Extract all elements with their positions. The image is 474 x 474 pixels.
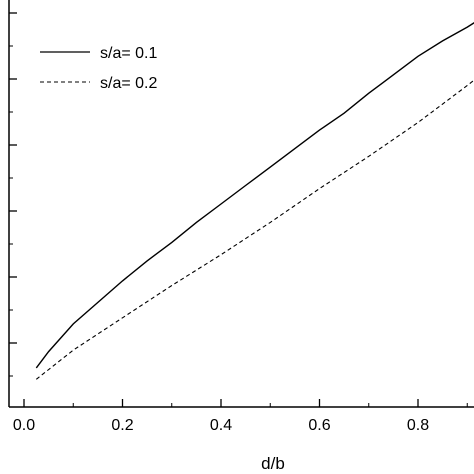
series-layer — [35, 22, 474, 380]
series-line-s-a-0-2 — [35, 79, 474, 380]
axes: 0.0 0.2 0.4 0.6 0.8 — [8, 0, 474, 434]
x-tick-label: 0.6 — [308, 417, 330, 434]
series-line-s-a-0-1 — [35, 22, 474, 369]
legend-label-s-a-0-1: s/a= 0.1 — [100, 45, 157, 62]
x-tick-label: 0.4 — [210, 417, 232, 434]
x-tick-label: 0.2 — [111, 417, 133, 434]
x-tick-label: 0.8 — [407, 417, 429, 434]
x-axis-label: d/b — [261, 454, 285, 473]
legend: s/a= 0.1 s/a= 0.2 — [40, 45, 157, 92]
legend-label-s-a-0-2: s/a= 0.2 — [100, 75, 157, 92]
x-tick-label: 0.0 — [13, 417, 35, 434]
